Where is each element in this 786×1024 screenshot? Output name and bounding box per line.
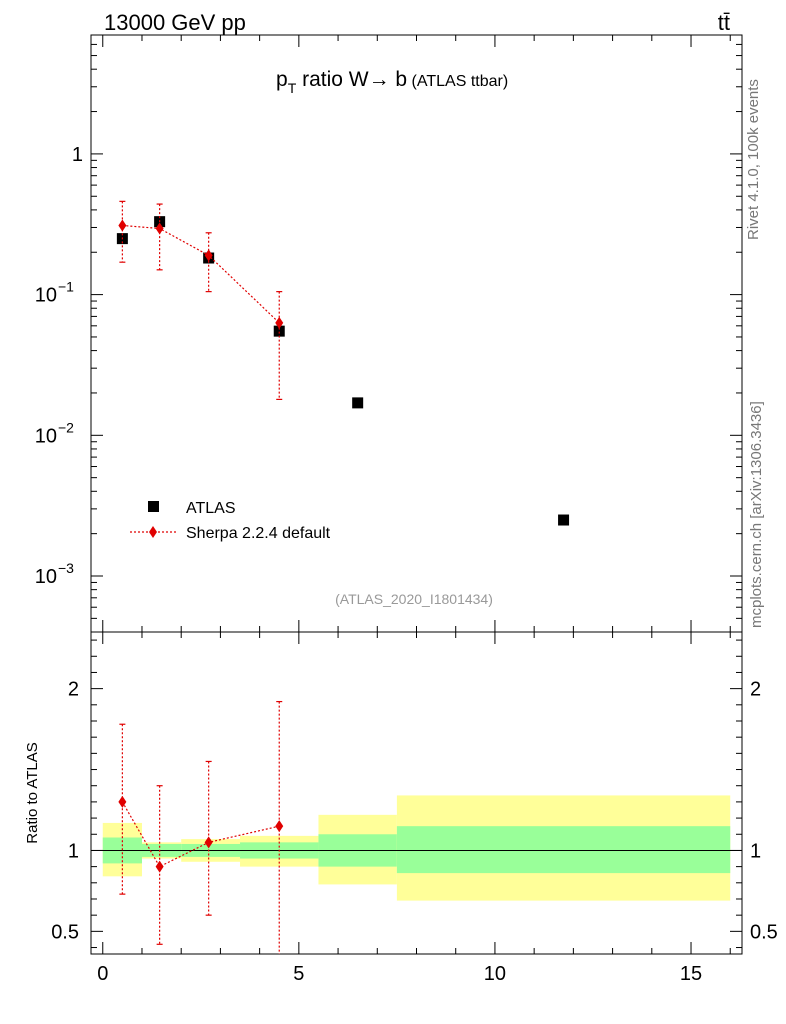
sherpa-data-point <box>155 222 164 235</box>
title-b: b <box>390 68 408 91</box>
y-tick-label: 10 <box>35 566 57 588</box>
y-tick-label: 10 <box>35 425 57 447</box>
title-small: (ATLAS ttbar) <box>407 73 508 90</box>
y-tick-exponent: −1 <box>58 279 74 295</box>
title-rest: ratio W <box>296 68 369 91</box>
sherpa-data-point <box>275 316 284 329</box>
chart-title: pT ratio W→ b (ATLAS ttbar) <box>276 68 508 96</box>
sherpa-ratio-point <box>275 820 284 833</box>
legend-atlas-marker <box>148 501 159 512</box>
y-tick-label: 1 <box>72 144 83 166</box>
sherpa-ratio-point <box>204 836 213 849</box>
header-right: tt̄ <box>718 10 730 35</box>
atlas-data-point <box>558 514 570 526</box>
top-panel-frame <box>90 34 743 633</box>
x-tick-label: 10 <box>484 963 506 985</box>
x-tick-label: 0 <box>97 963 108 985</box>
legend-sherpa-label: Sherpa 2.2.4 default <box>186 525 331 542</box>
ratio-y-tick-label-right: 2 <box>750 679 761 701</box>
mcplots-label: mcplots.cern.ch [arXiv:1306.3436] <box>748 401 765 628</box>
sherpa-data-point <box>204 249 213 262</box>
atlas-data-point <box>352 397 364 409</box>
sherpa-ratio-point <box>118 795 127 808</box>
legend-sherpa-marker <box>149 526 157 538</box>
ratio-y-tick-label: 1 <box>68 840 79 862</box>
ratio-y-tick-label-right: 1 <box>750 840 761 862</box>
sherpa-line <box>122 224 280 324</box>
title-sub: T <box>288 80 297 96</box>
ratio-y-tick-label-right: 0.5 <box>750 921 778 943</box>
ratio-y-tick-label: 0.5 <box>51 921 79 943</box>
x-tick-label: 15 <box>680 963 702 985</box>
y-tick-label: 10 <box>35 285 57 307</box>
y-tick-exponent: −3 <box>58 560 74 576</box>
header-left: 13000 GeV pp <box>104 10 246 35</box>
title-arrow: → <box>369 68 390 91</box>
ratio-panel-frame <box>90 631 743 955</box>
y-tick-exponent: −2 <box>58 419 74 435</box>
sherpa-data-point <box>118 219 127 232</box>
x-tick-label: 5 <box>293 963 304 985</box>
ratio-y-tick-label: 2 <box>68 679 79 701</box>
atlas-data-point <box>273 325 285 337</box>
uncertainty-band-inner <box>396 826 731 874</box>
ratio-ylabel: Ratio to ATLAS <box>24 742 41 843</box>
sherpa-ratio-line <box>121 801 280 868</box>
sherpa-ratio-point <box>155 860 164 873</box>
rivet-version-label: Rivet 4.1.0, 100k events <box>745 79 762 240</box>
watermark: (ATLAS_2020_I1801434) <box>335 591 493 607</box>
title-p: p <box>276 68 288 91</box>
legend-atlas-label: ATLAS <box>186 500 236 517</box>
